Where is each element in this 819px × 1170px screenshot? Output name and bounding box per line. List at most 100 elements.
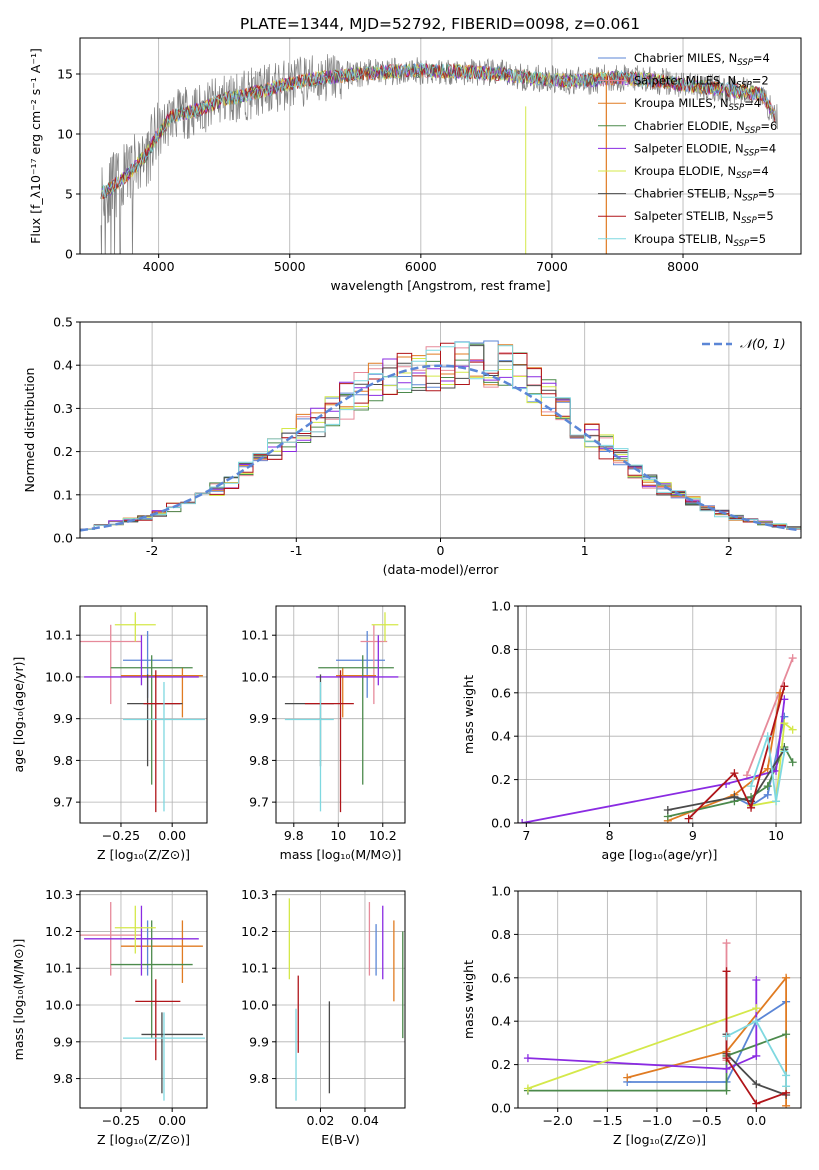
y-tick-label: 9.7: [249, 795, 269, 810]
data-marker: [752, 1017, 761, 1026]
axes-frame: [517, 890, 802, 1109]
errorbar-kroupa-miles: [336, 667, 377, 718]
data-marker: [782, 1101, 791, 1108]
plot-area: [100, 54, 778, 254]
x-tick-label: 0.00: [158, 828, 186, 843]
panel-mass-vs-ebv: 0.02 0.04 9.8 9.9 10.0 10.1 10.2 10.3 E(B-V): [241, 887, 406, 1147]
data-marker: [752, 1099, 761, 1108]
data-marker: [747, 782, 756, 791]
x-tick-label: 0.0: [746, 1113, 766, 1128]
x-tick-label: 2: [725, 543, 733, 558]
data-marker: [763, 782, 772, 791]
legend-label-chabrier-miles: Chabrier MILES, NSSP=4: [634, 51, 770, 68]
panel-spectrum: 4000 5000 6000 7000 8000 0 5 10 15 wavelength [An…: [28, 37, 802, 293]
legend-label-normal: 𝒩(0, 1): [740, 336, 786, 351]
figure-title: PLATE=1344, MJD=52792, FIBERID=0098, z=0…: [240, 15, 640, 33]
data-marker: [788, 725, 797, 734]
legend-label-kroupa-stelib: Kroupa STELIB, NSSP=5: [634, 232, 766, 249]
y-tick-label: 1.0: [491, 884, 511, 899]
x-tick-label: −1.0: [642, 1113, 672, 1128]
y-tick-label: 0.5: [53, 315, 73, 330]
x-tick-label: −2.0: [543, 1113, 573, 1128]
x-axis-label: E(B-V): [321, 1132, 360, 1147]
y-tick-label: 0.3: [53, 401, 73, 416]
y-tick-label: 0: [65, 247, 73, 262]
model-line-kroupa-stelib: [100, 63, 776, 199]
panel-age-vs-mass: 9.8 10 10.2 9.7 9.8 9.9 10.0 10.1 mass [log₁₀(M/…: [241, 605, 406, 862]
panel-mass-weight-vs-Z: −2.0 −1.5 −1.0 −0.5 0.0 0.0 0.2 0.4 0.6 0.8 1.0 Z […: [461, 884, 802, 1147]
x-axis-label: Z [log₁₀(Z/Z⊙)]: [613, 1132, 706, 1147]
y-tick-label: 0.0: [53, 531, 73, 546]
data-marker: [763, 732, 772, 741]
x-tick-label: 10: [330, 828, 346, 843]
series-line: [687, 686, 786, 820]
plot-area: [80, 902, 205, 1101]
x-tick-label: 10.2: [369, 828, 397, 843]
x-axis-label: wavelength [Angstrom, rest frame]: [330, 278, 550, 293]
y-tick-label: 10.0: [45, 998, 73, 1013]
x-tick-label: 8: [606, 828, 614, 843]
data-marker: [663, 805, 672, 814]
errorbar-kroupa-elodie: [114, 905, 156, 954]
plot-area: [523, 939, 791, 1108]
errorbar-chabrier-stelib: [141, 1012, 203, 1094]
y-tick-label: 10.0: [241, 669, 269, 684]
errorbar-chabrier-elodie: [110, 920, 193, 1039]
data-marker: [752, 1004, 761, 1013]
series-kroupa-elodie: [523, 1004, 761, 1093]
x-tick-label: 0.04: [351, 1113, 379, 1128]
data-marker: [730, 792, 739, 801]
errorbar-kroupa-elodie: [114, 612, 156, 642]
data-marker: [722, 939, 731, 948]
errorbar-chabrier-miles: [336, 631, 385, 698]
legend-label-chabrier-stelib: Chabrier STELIB, NSSP=5: [634, 187, 775, 204]
data-marker: [730, 769, 739, 778]
axes-frame: [79, 37, 802, 255]
errorbar-salpeter-elodie: [84, 635, 199, 686]
y-tick-label: 5: [65, 187, 73, 202]
x-tick-label: 7: [522, 828, 530, 843]
y-axis-label: mass [log₁₀(M/M⊙)]: [11, 939, 26, 1061]
errorbar-kroupa-miles: [120, 920, 203, 983]
data-marker: [763, 790, 772, 799]
data-marker: [788, 654, 797, 663]
y-tick-label: 9.8: [53, 1071, 73, 1086]
y-tick-label: 0.8: [491, 927, 511, 942]
y-tick-label: 0.2: [491, 1057, 511, 1072]
series-line: [746, 657, 794, 776]
y-tick-label: 0.2: [53, 444, 73, 459]
y-tick-label: 10.1: [45, 628, 73, 643]
grid: [276, 891, 405, 1108]
grid: [518, 890, 801, 1109]
y-tick-label: 0.2: [491, 772, 511, 787]
y-tick-label: 0.6: [491, 970, 511, 985]
y-tick-label: 9.9: [249, 711, 269, 726]
plot-area: [284, 612, 399, 813]
panel-mass-weight-vs-age: 7 8 9 10 0.0 0.2 0.4 0.6 0.8 1.0 age [log₁₀(age/yr…: [461, 599, 802, 862]
y-tick-label: 10.2: [241, 924, 269, 939]
data-marker: [763, 764, 772, 773]
grid: [80, 891, 207, 1108]
y-tick-label: 0.4: [53, 358, 73, 373]
series-kroupa-miles: [663, 688, 785, 823]
legend: Chabrier MILES, NSSP=4 Salpeter MILES, NS…: [598, 51, 777, 249]
data-marker: [684, 814, 693, 823]
series-line: [750, 735, 786, 802]
x-axis-label: mass [log₁₀(M/M⊙)]: [280, 847, 402, 862]
normal-curve: [80, 364, 801, 532]
y-axis-label: mass weight: [461, 960, 476, 1039]
x-tick-label: −0.5: [691, 1113, 721, 1128]
errorbar-salpeter-miles: [360, 624, 388, 705]
y-tick-label: 10.1: [241, 961, 269, 976]
y-tick-label: 10.1: [45, 961, 73, 976]
y-tick-label: 0.4: [491, 1014, 511, 1029]
x-axis-label: Z [log₁₀(Z/Z⊙)]: [97, 1132, 190, 1147]
x-tick-label: 0.00: [158, 1113, 186, 1128]
panel-residuals: -2 -1 0 1 2 0.0 0.1 0.2 0.3 0.4 0.5 (data-model)/er…: [22, 315, 802, 577]
x-axis-label: Z [log₁₀(Z/Z⊙)]: [97, 847, 190, 862]
plot-area: [80, 612, 205, 813]
series-salpeter-stelib: [722, 967, 791, 1108]
data-marker: [782, 1071, 791, 1080]
legend-label-chabrier-elodie: Chabrier ELODIE, NSSP=6: [634, 119, 777, 136]
y-axis-label: Flux [f_λ10⁻¹⁷ erg cm⁻² s⁻¹ A⁻¹]: [28, 48, 43, 244]
